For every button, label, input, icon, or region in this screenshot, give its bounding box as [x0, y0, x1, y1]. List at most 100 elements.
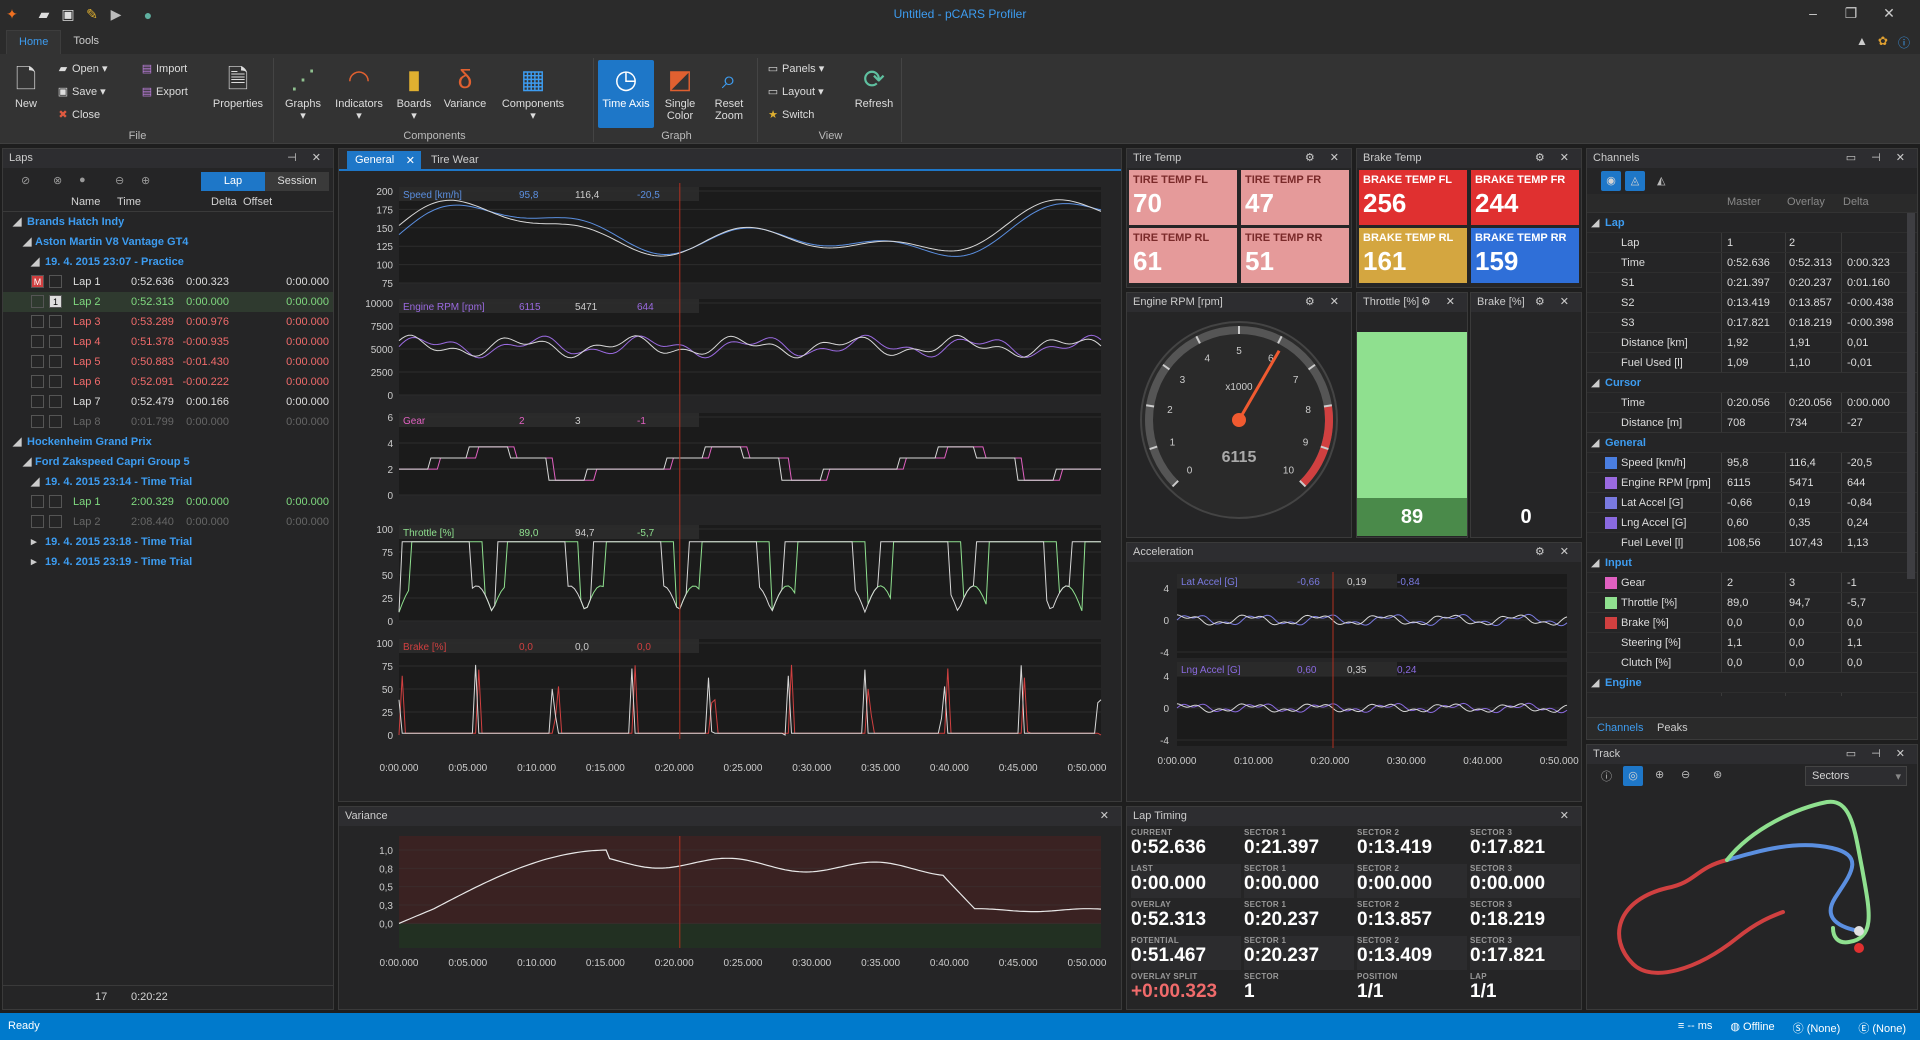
- remove-icon[interactable]: ⊗: [53, 175, 63, 187]
- variance-button[interactable]: δ Variance: [440, 60, 490, 110]
- tree-collapsed-icon[interactable]: ▸: [31, 536, 37, 548]
- variance-graph[interactable]: 1,0 0,8 0,5 0,3 0,0 0:00.000 0:05.000 0:10.000 0…: [339, 826, 1121, 1008]
- overlay-tag[interactable]: [49, 355, 62, 368]
- group-expand-icon[interactable]: ◢: [1591, 437, 1600, 449]
- group-expand-icon[interactable]: ◢: [1591, 677, 1600, 689]
- time-axis-button[interactable]: ◷ Time Axis: [598, 60, 654, 128]
- close-panel-icon[interactable]: ✕: [1099, 810, 1115, 822]
- panel-controls[interactable]: ▭ ⊣ ✕: [1845, 152, 1911, 164]
- lap-row[interactable]: M Lap 1 0:52.636 0:00.323 0:00.000: [3, 272, 333, 292]
- tree-expand-icon[interactable]: ◢: [23, 236, 32, 248]
- lap-tag[interactable]: [31, 315, 44, 328]
- channel-row[interactable]: Fuel Used [l] 1,09 1,10 -0,01: [1587, 352, 1917, 373]
- play-icon[interactable]: ▶: [110, 6, 122, 22]
- channels-scrollbar[interactable]: [1907, 213, 1915, 579]
- tab-tools[interactable]: Tools: [73, 35, 100, 47]
- tree-expand-icon[interactable]: ◢: [31, 476, 40, 488]
- expand-icon[interactable]: ⊕: [141, 175, 151, 187]
- tree-expand-icon[interactable]: ◢: [23, 456, 32, 468]
- close-button[interactable]: ✖ Close: [54, 108, 100, 121]
- new-button[interactable]: 🗋 New: [6, 60, 46, 110]
- tab-peaks[interactable]: Peaks: [1657, 722, 1688, 734]
- channel-row[interactable]: Distance [m] 708 734 -27: [1587, 412, 1917, 433]
- collapse-ribbon-icon[interactable]: ▲: [1856, 34, 1868, 48]
- group-expand-icon[interactable]: ◢: [1591, 377, 1600, 389]
- overlay-tag[interactable]: 1: [49, 295, 62, 308]
- overlay-lap-icon[interactable]: ◬: [1625, 171, 1645, 191]
- overlay-tag[interactable]: [49, 395, 62, 408]
- lap-tag[interactable]: [31, 295, 44, 308]
- event-status[interactable]: Ⓔ (None): [1858, 1020, 1906, 1036]
- tab-home[interactable]: Home: [6, 30, 62, 54]
- zoom-out-icon[interactable]: ⊖: [1681, 769, 1691, 781]
- alert-icon[interactable]: ●: [79, 174, 86, 186]
- edit-icon[interactable]: ⊘: [21, 175, 31, 187]
- peaks-icon[interactable]: ◭: [1657, 175, 1666, 187]
- tree-collapsed-icon[interactable]: ▸: [31, 556, 37, 568]
- overlay-tag[interactable]: [49, 515, 62, 528]
- channel-row[interactable]: Fuel Pres [kPa] 59 59 0: [1587, 692, 1917, 696]
- session-row[interactable]: ▸ 19. 4. 2015 23:18 - Time Trial: [3, 532, 333, 552]
- group-expand-icon[interactable]: ◢: [1591, 557, 1600, 569]
- channel-row[interactable]: Time 0:20.056 0:20.056 0:00.000: [1587, 392, 1917, 413]
- channel-row[interactable]: Engine RPM [rpm] 6115 5471 644: [1587, 472, 1917, 493]
- open-button[interactable]: ▰ Open ▾: [54, 62, 108, 75]
- col-master[interactable]: Master: [1727, 196, 1761, 208]
- channel-row[interactable]: Speed [km/h] 95,8 116,4 -20,5: [1587, 452, 1917, 473]
- channel-group-row[interactable]: ◢ Engine: [1587, 672, 1917, 692]
- tab-channels[interactable]: Channels: [1597, 722, 1644, 734]
- lap-row[interactable]: Lap 8 0:01.799 0:00.000 0:00.000: [3, 412, 333, 432]
- overlay-tag[interactable]: [49, 415, 62, 428]
- lap-row[interactable]: Lap 3 0:53.289 0:00.976 0:00.000: [3, 312, 333, 332]
- channel-group-row[interactable]: ◢ Cursor: [1587, 372, 1917, 392]
- tree-expand-icon[interactable]: ◢: [31, 256, 40, 268]
- lap-tag[interactable]: [31, 335, 44, 348]
- session-toggle-button[interactable]: Session: [265, 172, 329, 191]
- tree-expand-icon[interactable]: ◢: [13, 216, 22, 228]
- overlay-tag[interactable]: [49, 335, 62, 348]
- zoom-in-icon[interactable]: ⊕: [1655, 769, 1665, 781]
- channel-row[interactable]: Brake [%] 0,0 0,0 0,0: [1587, 612, 1917, 633]
- overlay-tag[interactable]: [49, 315, 62, 328]
- channel-row[interactable]: Clutch [%] 0,0 0,0 0,0: [1587, 652, 1917, 673]
- panel-settings-icon[interactable]: ⚙ ✕: [1304, 296, 1345, 308]
- overlay-tag[interactable]: [49, 495, 62, 508]
- close-panel-icon[interactable]: ✕: [1559, 810, 1575, 822]
- info-icon[interactable]: ⓘ: [1897, 36, 1910, 50]
- open-folder-icon[interactable]: ▰: [38, 6, 50, 22]
- reset-zoom-button[interactable]: ⌕ Reset Zoom: [706, 60, 752, 122]
- boards-button[interactable]: ▮ Boards ▾: [392, 60, 436, 122]
- channel-row[interactable]: S2 0:13.419 0:13.857 -0:00.438: [1587, 292, 1917, 313]
- lap-row[interactable]: Lap 4 0:51.378 -0:00.935 0:00.000: [3, 332, 333, 352]
- graphs-button[interactable]: ⋰ Graphs ▾: [280, 60, 326, 122]
- lap-tag[interactable]: [31, 395, 44, 408]
- tree-expand-icon[interactable]: ◢: [13, 436, 22, 448]
- col-time[interactable]: Time: [117, 196, 142, 208]
- channel-color-swatch[interactable]: [1605, 457, 1617, 469]
- lap-row[interactable]: Lap 7 0:52.479 0:00.166 0:00.000: [3, 392, 333, 412]
- channel-row[interactable]: Throttle [%] 89,0 94,7 -5,7: [1587, 592, 1917, 613]
- channel-color-swatch[interactable]: [1605, 617, 1617, 629]
- channel-group-row[interactable]: ◢ Lap: [1587, 212, 1917, 232]
- channel-color-swatch[interactable]: [1605, 477, 1617, 489]
- channel-color-swatch[interactable]: [1605, 517, 1617, 529]
- channel-color-swatch[interactable]: [1605, 577, 1617, 589]
- acceleration-graphs[interactable]: 4 0 -4 Lat Accel [G] -0,66 0,19 -0,84 4 0 -4 Lng A…: [1127, 562, 1581, 800]
- channel-row[interactable]: Lap 1 2: [1587, 232, 1917, 253]
- restore-button[interactable]: ❐: [1844, 5, 1858, 21]
- master-lap-icon[interactable]: ◉: [1601, 171, 1621, 191]
- channel-row[interactable]: S1 0:21.397 0:20.237 0:01.160: [1587, 272, 1917, 293]
- lap-tag[interactable]: [31, 355, 44, 368]
- channel-row[interactable]: Lat Accel [G] -0,66 0,19 -0,84: [1587, 492, 1917, 513]
- sectors-select[interactable]: Sectors ▾: [1805, 766, 1907, 786]
- group-expand-icon[interactable]: ◢: [1591, 217, 1600, 229]
- minimize-button[interactable]: –: [1809, 5, 1817, 21]
- tools-icon[interactable]: ✎: [86, 6, 98, 22]
- properties-button[interactable]: 🗎 Properties: [208, 60, 268, 110]
- channel-row[interactable]: Steering [%] 1,1 0,0 1,1: [1587, 632, 1917, 653]
- components-button[interactable]: ▦ Components ▾: [496, 60, 570, 122]
- lap-toggle-button[interactable]: Lap: [201, 172, 265, 191]
- channel-group-row[interactable]: ◢ General: [1587, 432, 1917, 452]
- col-offset[interactable]: Offset: [243, 196, 273, 208]
